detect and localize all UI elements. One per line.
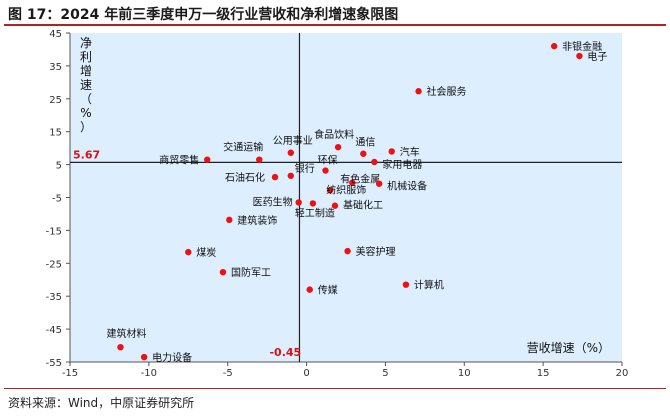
x-tick-label: 20 xyxy=(616,368,629,379)
data-point xyxy=(204,156,211,163)
data-point-label: 建筑材料 xyxy=(106,327,146,340)
data-point xyxy=(371,158,378,166)
data-point xyxy=(309,200,317,207)
data-point-label: 建筑装饰 xyxy=(237,214,277,227)
x-tick-label: 0 xyxy=(303,368,309,379)
data-point-label: 银行 xyxy=(295,162,315,175)
y-tick-label: 5 xyxy=(56,161,62,172)
x-tick-label: -10 xyxy=(141,368,157,379)
data-point xyxy=(271,173,279,181)
data-point xyxy=(375,180,383,187)
x-tick-label: -5 xyxy=(223,368,233,379)
x-tick-label: 5 xyxy=(382,368,388,379)
data-point-label: 医药生物 xyxy=(253,195,293,208)
data-point-label: 电力设备 xyxy=(152,351,192,364)
data-point xyxy=(306,286,313,293)
data-point-label: 煤炭 xyxy=(196,246,216,259)
data-point xyxy=(550,42,558,50)
data-point xyxy=(344,247,351,255)
y-tick-label: 35 xyxy=(49,62,62,73)
y-tick-label: 45 xyxy=(49,29,62,40)
data-point xyxy=(402,281,410,288)
data-point-label: 环保 xyxy=(317,154,337,167)
data-point xyxy=(415,88,422,95)
data-point-label: 轻工制造 xyxy=(295,206,335,219)
data-point-label: 非银金融 xyxy=(562,40,602,53)
data-point-label: 公用事业 xyxy=(273,134,313,147)
figure-title: 图 17：2024 年前三季度申万一级行业营收和净利增速象限图 xyxy=(8,7,399,23)
data-point xyxy=(140,353,148,361)
data-point-label: 国防军工 xyxy=(231,266,271,279)
y-tick-label: -15 xyxy=(46,226,62,237)
source-note: 资料来源：Wind，中原证券研究所 xyxy=(8,396,195,410)
data-point xyxy=(185,248,192,256)
data-point xyxy=(327,187,334,194)
data-point-label: 基础化工 xyxy=(343,199,383,212)
data-point-label: 商贸零售 xyxy=(159,154,199,167)
crosshair-x-label: -0.45 xyxy=(269,346,301,359)
data-point xyxy=(576,52,583,60)
data-point-label: 食品饮料 xyxy=(314,128,354,141)
axes-group xyxy=(69,33,622,363)
data-point-label: 石油石化 xyxy=(225,171,265,184)
data-point-label: 计算机 xyxy=(414,279,444,292)
data-point xyxy=(256,156,263,163)
data-point-label: 机械设备 xyxy=(387,180,427,193)
x-tick-label: -15 xyxy=(62,368,78,379)
y-tick-label: 15 xyxy=(49,128,62,139)
data-point xyxy=(322,167,329,174)
data-point-label: 家用电器 xyxy=(382,158,422,171)
crosshair-y-label: 5.67 xyxy=(73,148,100,161)
data-point xyxy=(219,268,227,276)
footer-rule xyxy=(4,388,666,389)
title-bar: 图 17：2024 年前三季度申万一级行业营收和净利增速象限图 xyxy=(0,0,670,26)
data-point-label: 纺织服饰 xyxy=(326,183,366,196)
y-tick-label: -55 xyxy=(46,358,62,369)
data-point-label: 社会服务 xyxy=(427,85,467,98)
data-point-label: 传媒 xyxy=(318,285,338,297)
data-point-label: 交通运输 xyxy=(223,141,263,154)
y-tick-label: -5 xyxy=(52,194,62,205)
title-rule xyxy=(4,24,666,26)
data-point xyxy=(287,149,294,156)
y-tick-label: -45 xyxy=(46,325,62,336)
data-point-label: 通信 xyxy=(355,137,375,149)
data-point-label: 有色金属 xyxy=(340,173,380,186)
data-point xyxy=(388,148,395,155)
data-point-label: 美容护理 xyxy=(356,245,396,258)
data-point xyxy=(349,179,356,186)
data-point xyxy=(287,172,294,179)
data-point xyxy=(331,202,339,209)
data-point-label: 电子 xyxy=(587,50,607,63)
data-point xyxy=(334,143,342,151)
data-point xyxy=(226,216,233,224)
y-tick-label: 25 xyxy=(49,95,62,106)
plot-area xyxy=(70,33,622,362)
y-tick-label: -35 xyxy=(46,292,62,303)
data-point xyxy=(360,150,367,157)
x-tick-label: 10 xyxy=(458,368,471,379)
y-axis-label: 净利增速（%） xyxy=(80,36,92,134)
data-point xyxy=(295,199,302,206)
data-point-label: 汽车 xyxy=(400,145,420,158)
x-tick-label: 15 xyxy=(537,368,550,379)
y-tick-label: -25 xyxy=(46,259,62,270)
x-axis-label: 营收增速（%） xyxy=(527,341,610,355)
data-point xyxy=(117,343,124,351)
tick-labels: -15 -10 -5 0 5 10 15 20 45 35 25 15 5 -5 -15 -25 -35 -45 -… xyxy=(46,29,629,379)
